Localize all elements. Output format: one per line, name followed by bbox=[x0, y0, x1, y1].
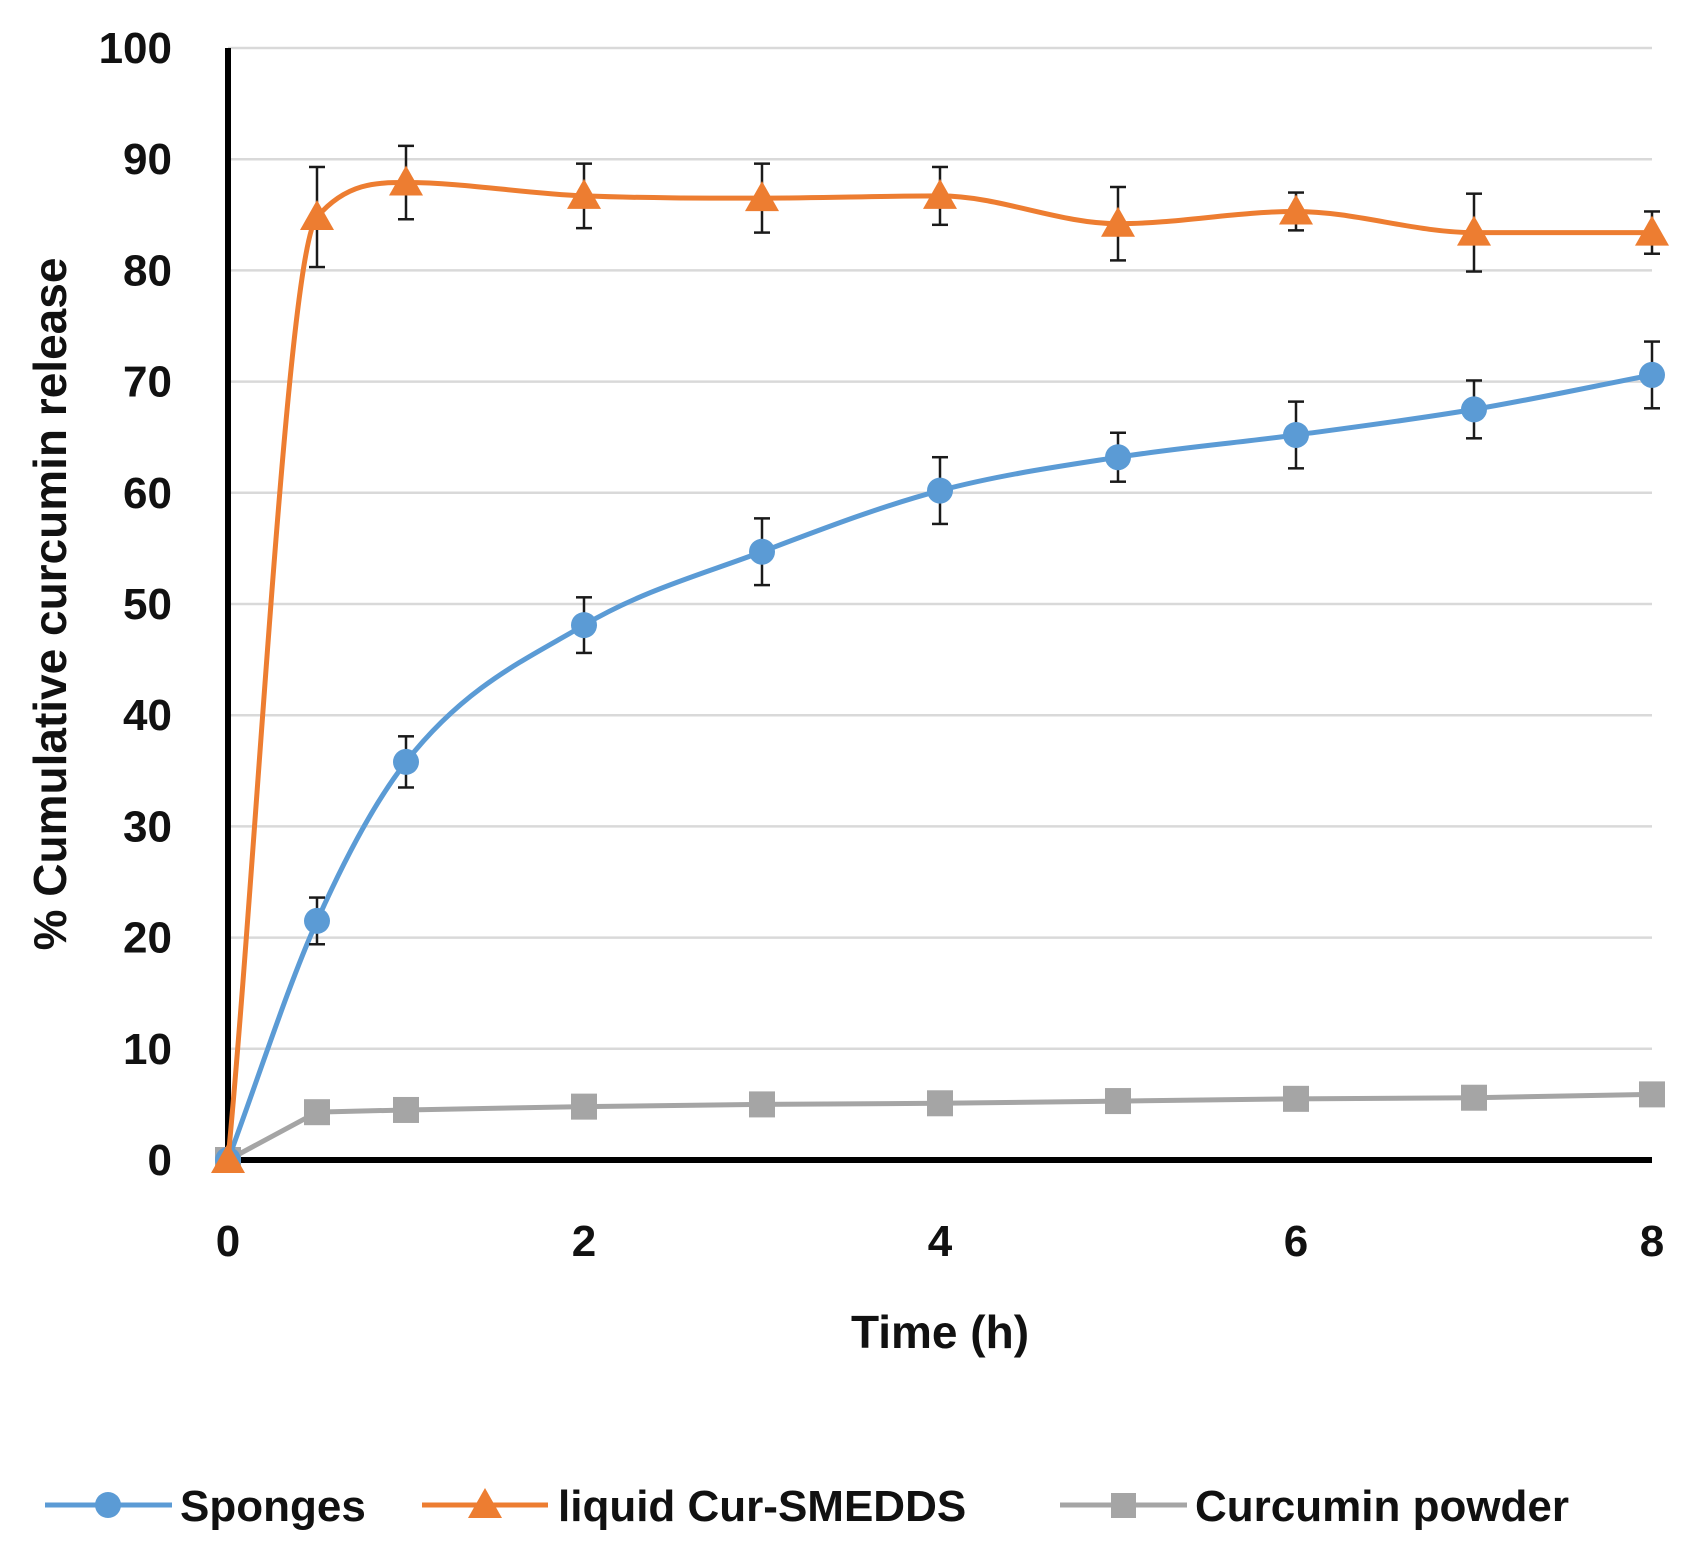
legend: Sponges liquid Cur-SMEDDS Curcumin powde… bbox=[45, 1482, 1569, 1531]
data-point bbox=[1461, 1084, 1487, 1111]
data-point bbox=[393, 748, 419, 775]
legend-item-curcumin-powder[interactable]: Curcumin powder bbox=[1060, 1482, 1569, 1531]
y-tick-label: 90 bbox=[123, 135, 172, 184]
y-tick-label: 20 bbox=[123, 914, 172, 963]
data-point bbox=[304, 907, 330, 934]
data-point bbox=[745, 181, 779, 212]
x-tick-label: 2 bbox=[572, 1217, 596, 1266]
legend-marker-square bbox=[1111, 1493, 1136, 1518]
y-tick-label: 80 bbox=[123, 246, 172, 295]
legend-label-liquid-cur-smedds: liquid Cur-SMEDDS bbox=[558, 1482, 966, 1531]
y-tick-label: 0 bbox=[148, 1136, 172, 1185]
series-sponges bbox=[215, 340, 1665, 1173]
legend-label-sponges: Sponges bbox=[180, 1482, 366, 1531]
x-tick-labels: 0 2 4 6 8 bbox=[216, 1217, 1664, 1266]
data-point bbox=[300, 200, 334, 231]
series-line bbox=[225, 372, 1653, 1161]
data-point bbox=[1639, 1081, 1665, 1108]
x-tick-label: 4 bbox=[928, 1217, 953, 1266]
data-point bbox=[304, 1099, 330, 1126]
series bbox=[211, 144, 1669, 1173]
data-point bbox=[927, 477, 953, 504]
data-point bbox=[1101, 206, 1135, 237]
legend-item-liquid-cur-smedds[interactable]: liquid Cur-SMEDDS bbox=[422, 1482, 966, 1531]
y-axis-title: % Cumulative curcumin release bbox=[24, 258, 76, 951]
data-point bbox=[927, 1090, 953, 1117]
x-axis-title: Time (h) bbox=[851, 1306, 1029, 1358]
y-tick-label: 60 bbox=[123, 469, 172, 518]
data-point bbox=[1105, 444, 1131, 471]
data-point bbox=[1105, 1088, 1131, 1115]
data-point bbox=[571, 612, 597, 639]
data-point bbox=[749, 1091, 775, 1118]
y-tick-label: 40 bbox=[123, 691, 172, 740]
y-tick-label: 10 bbox=[123, 1025, 172, 1074]
legend-marker-circle bbox=[95, 1492, 121, 1518]
series-line bbox=[225, 180, 1652, 1161]
data-point bbox=[749, 538, 775, 565]
y-tick-label: 70 bbox=[123, 358, 172, 407]
data-point bbox=[923, 178, 957, 209]
x-tick-label: 6 bbox=[1284, 1217, 1308, 1266]
y-tick-label: 100 bbox=[99, 24, 172, 73]
data-point bbox=[571, 1093, 597, 1120]
data-point bbox=[389, 165, 423, 196]
y-tick-label: 50 bbox=[123, 580, 172, 629]
legend-marker-triangle bbox=[468, 1488, 502, 1518]
x-tick-label: 0 bbox=[216, 1217, 240, 1266]
y-tick-labels: 0 10 20 30 40 50 60 70 80 90 100 bbox=[99, 24, 172, 1185]
series-liquid-cur-smedds bbox=[211, 144, 1669, 1173]
data-point bbox=[1635, 215, 1669, 246]
x-tick-label: 8 bbox=[1640, 1217, 1664, 1266]
data-point bbox=[211, 1143, 245, 1173]
data-point bbox=[1639, 361, 1665, 388]
data-point bbox=[1457, 215, 1491, 246]
y-tick-label: 30 bbox=[123, 802, 172, 851]
data-point bbox=[1279, 194, 1313, 225]
data-point bbox=[1461, 396, 1487, 423]
data-point bbox=[1283, 421, 1309, 448]
axes bbox=[225, 48, 1652, 1163]
data-point bbox=[567, 178, 601, 209]
legend-label-curcumin-powder: Curcumin powder bbox=[1195, 1482, 1569, 1531]
legend-item-sponges[interactable]: Sponges bbox=[45, 1482, 366, 1531]
data-point bbox=[393, 1096, 419, 1123]
series-line bbox=[226, 1091, 1653, 1163]
data-point bbox=[1283, 1085, 1309, 1112]
